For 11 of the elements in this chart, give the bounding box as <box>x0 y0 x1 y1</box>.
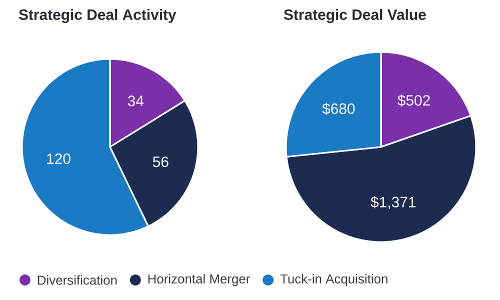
legend-label: Diversification <box>38 275 117 285</box>
data-label: $502 <box>398 94 430 107</box>
legend-label: Horizontal Merger <box>148 274 250 286</box>
data-label: $1,371 <box>370 196 416 210</box>
data-label: $680 <box>322 102 355 115</box>
data-label: 120 <box>47 153 70 164</box>
data-label: 56 <box>152 156 168 168</box>
chart-title: Strategic Deal Activity <box>18 9 176 24</box>
legend-label: Tuck-in Acquisition <box>280 274 388 286</box>
chart-title: Strategic Deal Value <box>284 9 426 24</box>
data-label: 34 <box>128 96 144 106</box>
